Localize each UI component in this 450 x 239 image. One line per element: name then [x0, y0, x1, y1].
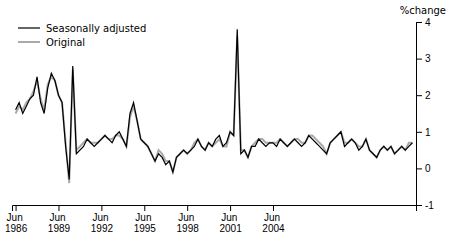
x-tick-mark: [230, 205, 231, 211]
y-tick: 3: [416, 53, 431, 64]
y-tick-mark: [416, 132, 422, 133]
x-tick-mark: [16, 205, 17, 211]
y-tick: 1: [416, 127, 431, 138]
y-tick-mark: [416, 95, 422, 96]
legend-swatch: [18, 27, 40, 28]
y-axis-label: %change: [400, 5, 446, 16]
x-tick: Jun 1998: [177, 205, 200, 234]
legend-item: Seasonally adjusted: [18, 23, 146, 34]
legend: Seasonally adjusted Original: [18, 23, 146, 48]
y-tick-label: 4: [425, 17, 431, 28]
x-tick-label: Jun 2001: [219, 212, 242, 234]
x-tick: Jun 1989: [48, 205, 71, 234]
y-axis: -1 0 1 2 3 4: [416, 17, 434, 211]
legend-label: Seasonally adjusted: [46, 23, 146, 34]
x-tick: Jun 2004: [262, 205, 285, 234]
x-tick-mark: [101, 205, 102, 211]
y-tick: 2: [416, 90, 431, 101]
x-tick: Jun 2001: [219, 205, 242, 234]
legend-swatch: [18, 41, 40, 43]
plot: Jun 1986 Jun 1989 Jun 1992 Jun 1995 Jun 1998…: [5, 5, 446, 234]
y-tick: -1: [416, 200, 434, 211]
x-tick-mark: [144, 205, 145, 211]
lines: [16, 29, 413, 183]
x-tick-mark: [58, 205, 59, 211]
series-line: [16, 29, 413, 179]
y-tick: 4: [416, 17, 431, 28]
y-tick-mark: [416, 205, 422, 206]
y-tick-label: 3: [425, 53, 431, 64]
y-tick-mark: [416, 22, 422, 23]
x-tick-mark: [187, 205, 188, 211]
x-tick-label: Jun 1992: [91, 212, 114, 234]
chart: Jun 1986 Jun 1989 Jun 1992 Jun 1995 Jun 1998…: [0, 0, 450, 239]
x-tick-label: Jun 1995: [134, 212, 157, 234]
x-tick-label: Jun 2004: [262, 212, 285, 234]
x-tick: Jun 1995: [134, 205, 157, 234]
y-tick-label: 2: [425, 90, 431, 101]
legend-item: Original: [18, 37, 85, 48]
x-tick-label: Jun 1989: [48, 212, 71, 234]
x-tick-label: Jun 1986: [5, 212, 28, 234]
x-axis: Jun 1986 Jun 1989 Jun 1992 Jun 1995 Jun 1998…: [5, 205, 417, 234]
y-tick-label: 1: [425, 127, 431, 138]
y-tick: 0: [416, 163, 431, 174]
x-tick-mark: [273, 205, 274, 211]
x-axis-line: [13, 206, 417, 212]
x-tick: Jun 1992: [91, 205, 114, 234]
y-tick-label: -1: [425, 200, 434, 211]
y-tick-mark: [416, 59, 422, 60]
y-tick-mark: [416, 168, 422, 169]
y-axis-line: [417, 23, 423, 206]
x-tick-label: Jun 1998: [177, 212, 200, 234]
y-tick-label: 0: [425, 163, 431, 174]
x-tick: Jun 1986: [5, 205, 28, 234]
legend-label: Original: [46, 37, 85, 48]
